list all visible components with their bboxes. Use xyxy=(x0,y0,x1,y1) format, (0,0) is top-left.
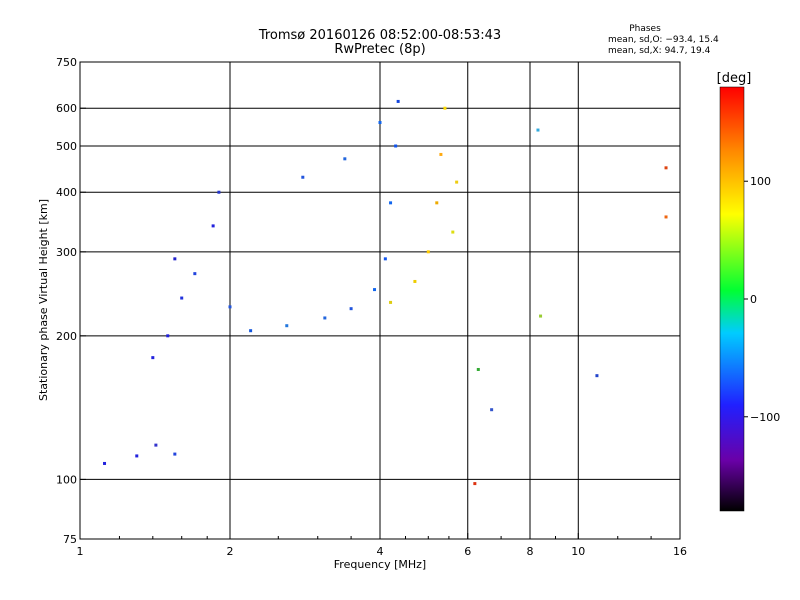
y-tick-label: 400 xyxy=(56,186,77,199)
data-point xyxy=(426,250,430,254)
data-point xyxy=(389,201,393,205)
y-tick-label: 600 xyxy=(56,102,77,115)
data-point xyxy=(413,279,417,283)
data-point xyxy=(383,257,387,261)
x-tick-label: 6 xyxy=(464,545,471,558)
data-point xyxy=(135,454,139,458)
data-point xyxy=(490,408,494,412)
plot-area: 1 2 4 6 8 10 16 75 100 200 300 400 500 600 750 xyxy=(56,56,687,558)
data-point xyxy=(180,296,184,300)
legend-line-x: mean, sd,X: 94.7, 19.4 xyxy=(608,46,711,56)
data-point xyxy=(455,180,459,184)
x-tick-label: 10 xyxy=(571,545,585,558)
data-point xyxy=(373,288,377,292)
axis-ticks: 1 2 4 6 8 10 16 75 100 200 300 400 500 600 750 xyxy=(56,56,687,558)
data-points xyxy=(103,99,668,486)
data-point xyxy=(173,452,177,456)
legend-title: Phases xyxy=(629,24,661,34)
y-tick-label: 75 xyxy=(63,533,77,546)
data-point xyxy=(154,443,158,447)
data-point xyxy=(473,482,477,486)
data-point xyxy=(451,230,455,234)
y-tick-label: 200 xyxy=(56,330,77,343)
data-point xyxy=(151,356,155,360)
data-point xyxy=(228,305,232,309)
data-point xyxy=(193,272,197,276)
data-point xyxy=(103,461,107,465)
y-tick-label: 750 xyxy=(56,56,77,69)
data-point xyxy=(285,324,289,328)
data-point xyxy=(664,166,668,170)
y-axis-label: Stationary phase Virtual Height [km] xyxy=(37,199,50,401)
data-point xyxy=(389,300,393,304)
chart-subtitle: RwPretec (8p) xyxy=(334,42,425,57)
data-point xyxy=(166,334,170,338)
chart-title: Tromsø 20160126 08:52:00-08:53:43 xyxy=(258,28,501,43)
colorbar-tick-label: 100 xyxy=(750,175,771,188)
data-point xyxy=(211,224,215,228)
data-point xyxy=(378,121,382,125)
x-axis-label: Frequency [MHz] xyxy=(334,558,426,571)
x-tick-label: 8 xyxy=(527,545,534,558)
colorbar-label: [deg] xyxy=(717,71,752,86)
colorbar-tick-label: −100 xyxy=(750,411,780,424)
grid-lines xyxy=(80,62,680,539)
colorbar-ticks: 100 0 −100 xyxy=(744,175,780,424)
data-point xyxy=(249,329,253,333)
data-point xyxy=(439,152,443,156)
y-tick-label: 100 xyxy=(56,473,77,486)
data-point xyxy=(173,257,177,261)
data-point xyxy=(301,175,305,179)
colorbar-tick-label: 0 xyxy=(750,293,757,306)
data-point xyxy=(664,215,668,219)
data-point xyxy=(536,128,540,132)
data-point xyxy=(394,144,398,148)
data-point xyxy=(349,307,353,311)
data-point xyxy=(217,190,221,194)
data-point xyxy=(343,157,347,161)
legend-line-o: mean, sd,O: −93.4, 15.4 xyxy=(608,35,719,45)
x-tick-label: 2 xyxy=(227,545,234,558)
y-tick-label: 300 xyxy=(56,246,77,259)
colorbar: [deg] 100 0 −100 xyxy=(717,71,780,512)
data-point xyxy=(323,316,327,320)
data-point xyxy=(443,106,447,110)
data-point xyxy=(396,99,400,103)
y-tick-label: 500 xyxy=(56,140,77,153)
data-point xyxy=(476,367,480,371)
data-point xyxy=(539,314,543,318)
x-tick-label: 4 xyxy=(377,545,384,558)
x-tick-label: 16 xyxy=(673,545,687,558)
colorbar-gradient xyxy=(719,86,745,512)
data-point xyxy=(435,201,439,205)
x-tick-label: 1 xyxy=(77,545,84,558)
data-point xyxy=(595,374,599,378)
